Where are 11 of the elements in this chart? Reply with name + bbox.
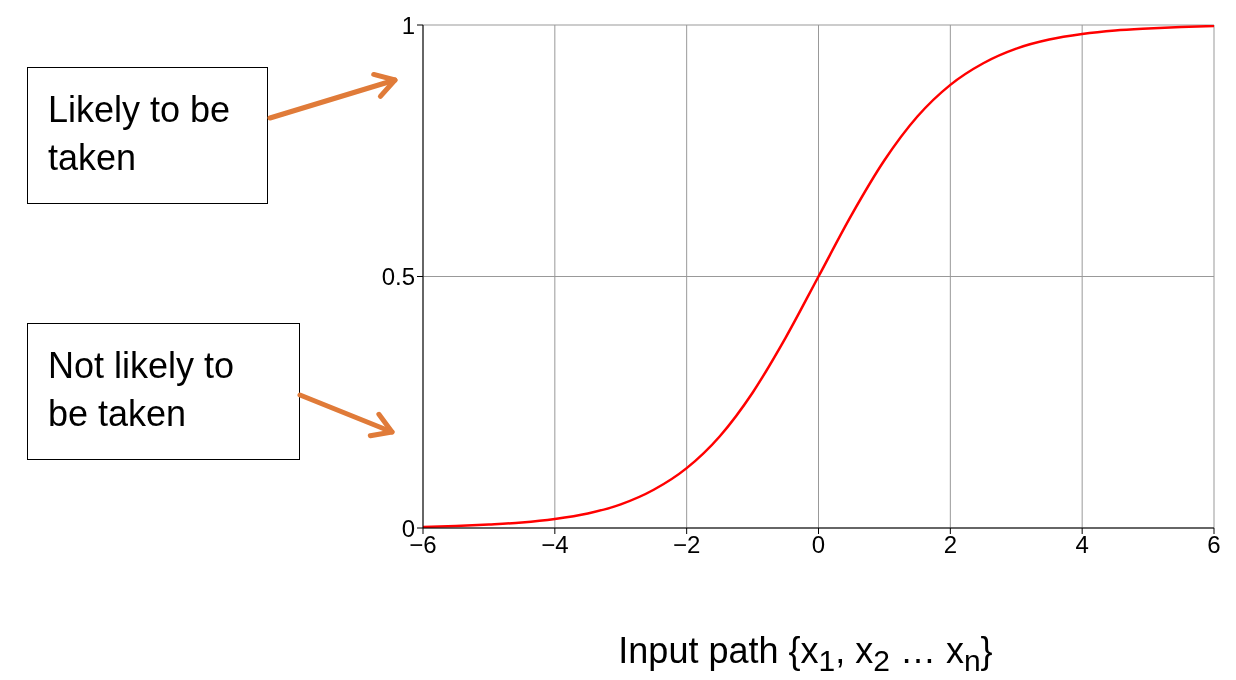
- text-box: Not likely to be taken: [27, 323, 300, 460]
- y-tick-label: 1: [401, 11, 415, 39]
- x-tick-label: 2: [943, 531, 958, 559]
- x-tick-label: 4: [1075, 531, 1089, 559]
- x-tick-label: 6: [1207, 531, 1221, 559]
- x-tick-label: 0: [811, 531, 826, 559]
- x-tick-label: −2: [672, 531, 701, 559]
- text-box: Likely to be taken: [27, 67, 268, 204]
- x-tick-label: −4: [541, 531, 569, 559]
- y-tick-label: 0.5: [381, 263, 415, 291]
- x-axis-title: Input path {x$_{1}$, x$_{2}$ … x$_{n}$}: [617, 630, 994, 679]
